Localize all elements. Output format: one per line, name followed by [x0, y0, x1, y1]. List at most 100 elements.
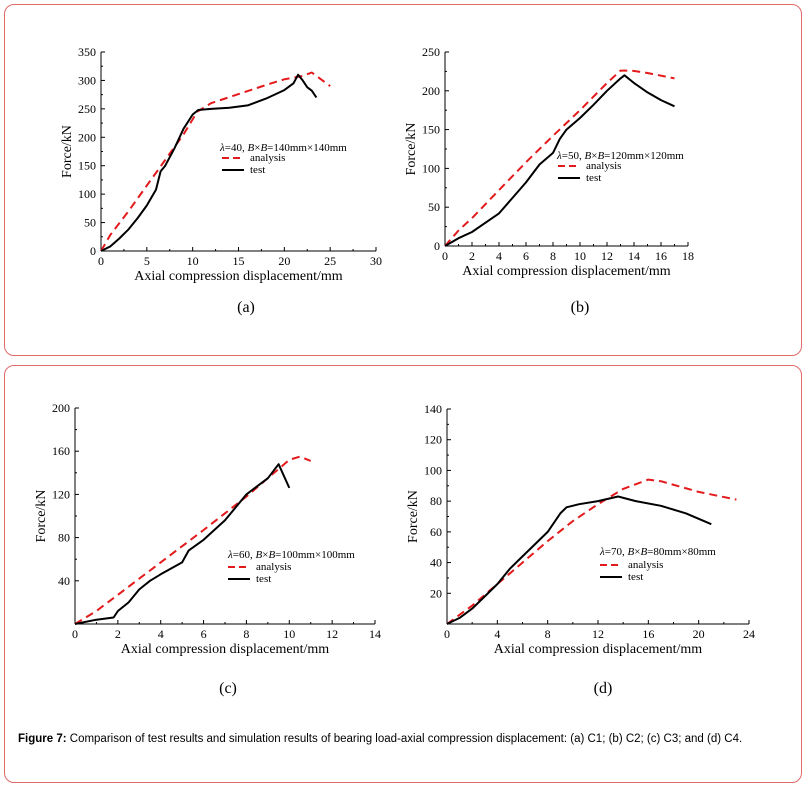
x-tick-label: 10: [574, 249, 586, 263]
y-tick-label: 100: [424, 463, 442, 477]
y-tick-label: 300: [78, 73, 96, 87]
series-test-line: [444, 74, 675, 247]
caption-text: Comparison of test results and simulatio…: [66, 733, 743, 745]
annotation-times: ×: [262, 549, 268, 561]
x-tick-label: 6: [523, 249, 529, 263]
annotation-B1: B: [584, 150, 591, 162]
y-tick-label: 150: [78, 159, 96, 173]
y-axis-label: Force/kN: [406, 490, 421, 543]
annotation-size: =80mm×80mm: [647, 546, 716, 558]
annotation-text: λ=70, B×B=80mm×80mm: [599, 546, 716, 558]
annotation-B1: B: [627, 546, 634, 558]
legend-test-label: test: [256, 573, 271, 585]
annotation-text: λ=40, B×B=140mm×140mm: [219, 142, 347, 154]
legend-analysis-label: analysis: [250, 152, 285, 164]
x-tick-label: 10: [187, 254, 199, 268]
annotation-lambda: λ: [227, 549, 233, 561]
y-tick-label: 100: [78, 187, 96, 201]
y-tick-label: 200: [52, 401, 70, 415]
annotation-lambda: λ: [599, 546, 605, 558]
series-test-line: [446, 495, 712, 625]
x-tick-label: 8: [545, 627, 551, 641]
x-tick-label: 16: [642, 627, 654, 641]
y-axis-label: Force/kN: [34, 490, 49, 543]
y-tick-label: 100: [422, 161, 440, 175]
y-tick-label: 200: [78, 130, 96, 144]
legend-analysis-label: analysis: [256, 561, 291, 573]
x-axis-label: Axial compression displacement/mm: [134, 269, 343, 284]
annotation-lambda_val: =70,: [605, 546, 628, 558]
x-tick-label: 20: [278, 254, 290, 268]
chart-c-group: 0 2 4 6 8 10 12 14 40 80 120 160 200 Axial compressio…: [34, 401, 381, 697]
chart-d-group: 0 4 8 12 16 20 24 20 40 60 80 100 120 140 Axial compre…: [406, 402, 755, 697]
y-tick-label: 150: [422, 123, 440, 137]
x-tick-label: 5: [144, 254, 150, 268]
legend-test-label: test: [250, 164, 265, 176]
panel-label: (b): [571, 299, 590, 316]
annotation-size: =120mm×120mm: [604, 150, 684, 162]
x-tick-label: 12: [326, 627, 338, 641]
annotation-size: =100mm×100mm: [275, 549, 355, 561]
y-tick-label: 120: [424, 433, 442, 447]
annotation-text: λ=60, B×B=100mm×100mm: [227, 549, 355, 561]
x-tick-label: 8: [550, 249, 556, 263]
annotation-lambda_val: =50,: [562, 150, 585, 162]
annotation-lambda_val: =60,: [233, 549, 256, 561]
bottom-figure-frame: [4, 365, 802, 783]
x-tick-label: 18: [682, 249, 694, 263]
panel-label: (a): [237, 299, 255, 316]
y-tick-label: 50: [428, 200, 440, 214]
x-tick-label: 20: [693, 627, 705, 641]
x-tick-label: 8: [243, 627, 249, 641]
annotation-text: λ=50, B×B=120mm×120mm: [556, 150, 684, 162]
x-tick-label: 4: [496, 249, 502, 263]
annotation-B2: B: [597, 150, 604, 162]
x-tick-label: 16: [655, 249, 667, 263]
x-tick-label: 30: [370, 254, 382, 268]
y-tick-label: 50: [84, 216, 96, 230]
caption-label: Figure 7:: [18, 733, 67, 745]
x-tick-label: 4: [494, 627, 500, 641]
x-tick-label: 2: [115, 627, 121, 641]
annotation-B1: B: [247, 142, 254, 154]
figure-caption: Figure 7: Comparison of test results and…: [18, 732, 788, 747]
x-tick-label: 0: [72, 627, 78, 641]
annotation-size: =140mm×140mm: [267, 142, 347, 154]
legend-test-label: test: [586, 172, 601, 184]
y-axis-label: Force/kN: [60, 125, 75, 178]
y-tick-label: 40: [430, 556, 442, 570]
x-tick-label: 12: [592, 627, 604, 641]
annotation-times: ×: [254, 142, 260, 154]
y-tick-label: 140: [424, 402, 442, 416]
x-tick-label: 0: [442, 249, 448, 263]
y-tick-label: 20: [430, 586, 442, 600]
annotation-B2: B: [268, 549, 275, 561]
annotation-B1: B: [255, 549, 262, 561]
legend-analysis-label: analysis: [586, 160, 621, 172]
x-tick-label: 0: [98, 254, 104, 268]
panel-label: (d): [594, 680, 613, 697]
x-tick-label: 0: [444, 627, 450, 641]
chart-b-group: 0 2 4 6 8 10 12 14 16 18 0 50 100 150 200 250 Axial comp…: [404, 45, 694, 316]
legend-analysis-label: analysis: [628, 559, 663, 571]
annotation-lambda: λ: [556, 150, 562, 162]
y-tick-label: 350: [78, 45, 96, 59]
y-tick-label: 250: [422, 45, 440, 59]
series-test-line: [74, 463, 291, 625]
x-tick-label: 14: [628, 249, 640, 263]
x-tick-label: 2: [469, 249, 475, 263]
x-axis-label: Axial compression displacement/mm: [494, 642, 703, 657]
y-tick-label: 0: [90, 244, 96, 258]
annotation-B2: B: [260, 142, 267, 154]
panel-label: (c): [219, 680, 237, 697]
y-tick-label: 80: [430, 494, 442, 508]
y-tick-label: 40: [58, 574, 70, 588]
x-tick-label: 25: [324, 254, 336, 268]
y-tick-label: 120: [52, 487, 70, 501]
x-tick-label: 24: [743, 627, 755, 641]
x-axis-label: Axial compression displacement/mm: [121, 642, 330, 657]
legend-test-label: test: [628, 571, 643, 583]
x-tick-label: 12: [601, 249, 613, 263]
x-tick-label: 4: [158, 627, 164, 641]
